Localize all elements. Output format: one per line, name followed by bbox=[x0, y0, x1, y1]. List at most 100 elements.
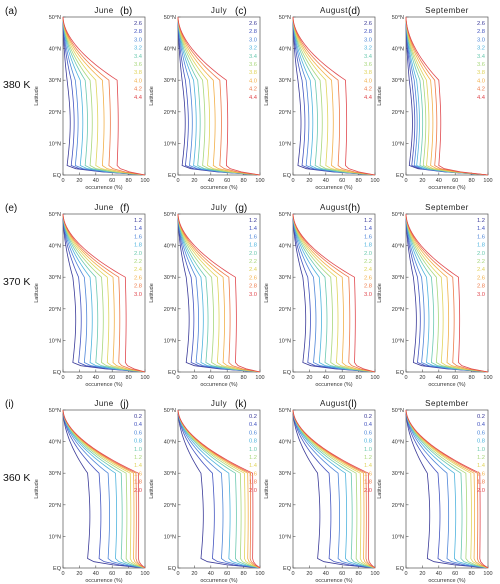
x-tick-label: 60 bbox=[452, 571, 458, 577]
legend-entry: 2.0 bbox=[249, 251, 257, 257]
x-tick-label: 20 bbox=[306, 375, 312, 381]
legend-entry: 2.8 bbox=[249, 29, 257, 35]
y-tick-label: 50°N bbox=[392, 408, 404, 414]
panel-frame bbox=[177, 409, 261, 569]
y-tick-label: 10°N bbox=[164, 141, 176, 147]
y-tick-label: 40°N bbox=[392, 244, 404, 250]
legend-entry: 3.2 bbox=[364, 46, 372, 52]
series-line bbox=[62, 213, 146, 373]
series-line bbox=[292, 213, 376, 373]
y-tick-label: 30°N bbox=[164, 471, 176, 477]
legend-entry: 2.4 bbox=[477, 267, 486, 273]
x-tick-label: 80 bbox=[126, 571, 132, 577]
y-tick-label: 10°N bbox=[392, 141, 404, 147]
legend-entry: 3.2 bbox=[249, 46, 257, 52]
series-line bbox=[405, 213, 489, 373]
legend-entry: 4.2 bbox=[134, 87, 142, 93]
y-tick-label: 40°N bbox=[392, 47, 404, 53]
x-tick-label: 80 bbox=[469, 375, 475, 381]
legend-entry: 1.6 bbox=[477, 234, 485, 240]
legend-entry: 4.0 bbox=[477, 78, 485, 84]
panel-month-title: September bbox=[425, 203, 469, 212]
x-tick-label: 80 bbox=[241, 375, 247, 381]
panel-month-title: July bbox=[211, 399, 227, 408]
x-axis-label: occurrence (%) bbox=[315, 382, 352, 388]
legend-entry: 2.8 bbox=[134, 284, 142, 290]
series-line bbox=[62, 409, 146, 569]
series-line bbox=[292, 16, 376, 176]
y-tick-label: 30°N bbox=[164, 275, 176, 281]
legend-entry: 2.0 bbox=[134, 488, 142, 494]
legend-entry: 2.2 bbox=[477, 259, 485, 265]
y-tick-label: 20°N bbox=[49, 307, 61, 313]
legend-entry: 4.2 bbox=[477, 87, 485, 93]
y-tick-label: 20°N bbox=[279, 503, 291, 509]
series-line bbox=[177, 16, 261, 176]
y-tick-label: 40°N bbox=[279, 440, 291, 446]
legend-entry: 2.0 bbox=[477, 251, 485, 257]
panel-label: (c) bbox=[235, 6, 247, 17]
legend-entry: 1.2 bbox=[477, 455, 485, 461]
series-line bbox=[405, 16, 489, 176]
series-line bbox=[62, 409, 146, 569]
series-line bbox=[292, 16, 376, 176]
y-axis-label: Latitude bbox=[377, 479, 383, 499]
x-tick-label: 100 bbox=[255, 178, 264, 184]
legend-entry: 1.0 bbox=[134, 447, 142, 453]
x-tick-label: 0 bbox=[61, 375, 64, 381]
series-line bbox=[292, 213, 376, 373]
x-tick-label: 40 bbox=[323, 571, 329, 577]
y-tick-label: 50°N bbox=[164, 408, 176, 414]
x-tick-label: 80 bbox=[356, 571, 362, 577]
x-axis-label: occurrence (%) bbox=[200, 185, 237, 191]
panel-2-1: (j) July EQ 10°N 20°N 30°N 40°N 50°N Latitude 0 20… bbox=[120, 399, 265, 584]
y-tick-label: 40°N bbox=[279, 244, 291, 250]
panel-frame bbox=[405, 16, 489, 176]
series-line bbox=[292, 213, 376, 373]
legend-entry: 3.4 bbox=[364, 54, 373, 60]
series-line bbox=[62, 213, 146, 373]
series-line bbox=[62, 409, 146, 569]
legend-entry: 3.6 bbox=[134, 62, 142, 68]
legend-entry: 1.8 bbox=[364, 480, 372, 486]
series-line bbox=[292, 213, 376, 373]
legend-entry: 4.4 bbox=[134, 95, 143, 101]
legend-entry: 3.8 bbox=[134, 70, 142, 76]
y-tick-label: 50°N bbox=[392, 15, 404, 21]
series-line bbox=[177, 16, 261, 176]
legend-entry: 1.4 bbox=[364, 463, 373, 469]
x-tick-label: 20 bbox=[306, 571, 312, 577]
series-line bbox=[292, 213, 376, 373]
y-tick-label: 50°N bbox=[164, 15, 176, 21]
y-tick-label: 40°N bbox=[49, 440, 61, 446]
panel-month-title: June bbox=[94, 203, 113, 212]
legend-entry: 2.6 bbox=[364, 275, 372, 281]
series-line bbox=[405, 409, 489, 569]
x-tick-label: 100 bbox=[370, 178, 379, 184]
legend-entry: 2.2 bbox=[249, 259, 257, 265]
y-tick-label: EQ bbox=[53, 370, 62, 376]
panel-month-title: June bbox=[94, 6, 113, 15]
legend-entry: 1.6 bbox=[249, 471, 257, 477]
legend-entry: 0.8 bbox=[477, 439, 485, 445]
legend-entry: 0.6 bbox=[477, 430, 485, 436]
series-line bbox=[177, 16, 261, 176]
legend-entry: 4.4 bbox=[364, 95, 373, 101]
legend-entry: 3.8 bbox=[477, 70, 485, 76]
series-line bbox=[405, 409, 489, 569]
series-line bbox=[62, 409, 146, 569]
series-line bbox=[62, 213, 146, 373]
legend-entry: 1.8 bbox=[364, 243, 372, 249]
y-tick-label: 40°N bbox=[164, 244, 176, 250]
panel-frame bbox=[292, 213, 376, 373]
y-tick-label: 30°N bbox=[49, 275, 61, 281]
series-line bbox=[292, 16, 376, 176]
y-axis-label: Latitude bbox=[264, 86, 270, 106]
series-line bbox=[292, 213, 376, 373]
series-line bbox=[177, 16, 261, 176]
legend-entry: 1.2 bbox=[477, 218, 485, 224]
legend-entry: 3.0 bbox=[134, 292, 142, 298]
panel-month-title: August bbox=[320, 6, 348, 15]
legend-entry: 0.2 bbox=[249, 414, 257, 420]
series-line bbox=[405, 16, 489, 176]
